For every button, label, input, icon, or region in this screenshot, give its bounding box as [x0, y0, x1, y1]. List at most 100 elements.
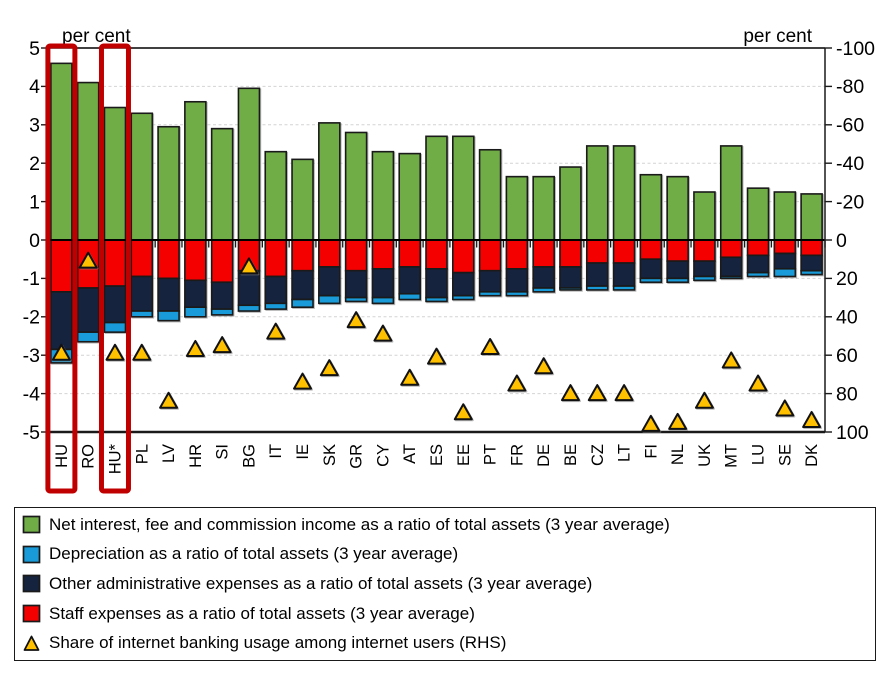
x-axis-label: LU [750, 444, 768, 465]
triangle-marker [802, 410, 822, 428]
bar-segment-other-admin-expenses [639, 258, 663, 280]
x-axis-label: SI [214, 444, 232, 460]
bar-segment-other-admin-expenses [773, 252, 797, 270]
bar-segment-staff-expenses [559, 239, 582, 268]
bar-segment-staff-expenses [398, 239, 422, 268]
bar-segment-depreciation [398, 292, 422, 301]
bar-segment-net-income [719, 145, 743, 241]
bar-segment-staff-expenses [344, 239, 368, 272]
bar-segment-other-admin-expenses [291, 269, 314, 301]
triangle-marker [105, 343, 125, 361]
bar-segment-net-income [693, 191, 716, 241]
right-axis-tick-label: 40 [836, 307, 858, 329]
x-axis-category-labels: HU RO HU* PL LV HR SI BG IT IE SK GR CY AT ES EE PT FR DE B… [53, 443, 821, 474]
triangle-marker [614, 384, 634, 402]
bar-segment-net-income [773, 191, 797, 241]
bar-segment-net-income [318, 122, 341, 241]
bar-segment-depreciation [264, 302, 288, 310]
bar-segment-other-admin-expenses [719, 256, 743, 278]
bar-segment-other-admin-expenses [371, 267, 395, 299]
legend-item-label: Staff expenses as a ratio of total asset… [49, 603, 475, 623]
bar-segment-net-income [291, 158, 314, 241]
left-axis-tick-label: -4 [23, 383, 40, 405]
bar-segment-net-income [612, 145, 636, 241]
triangle-marker [51, 343, 71, 361]
bar-segment-staff-expenses [451, 239, 475, 274]
bar-segment-staff-expenses [318, 239, 341, 268]
x-axis-label: LV [160, 444, 178, 463]
legend-item-label: Share of internet banking usage among in… [49, 633, 507, 653]
bar-segment-depreciation [639, 277, 663, 284]
triangle-marker [427, 347, 446, 365]
x-axis-label: BE [562, 444, 580, 466]
bar-segment-depreciation [800, 269, 823, 276]
bar-segment-net-income [344, 131, 368, 241]
right-axis-tick-label: -40 [836, 153, 864, 175]
bar-segment-other-admin-expenses [318, 266, 341, 297]
triangle-marker [748, 374, 768, 392]
bar-segment-other-admin-expenses [103, 285, 127, 324]
right-axis-tick-label: 0 [836, 230, 847, 252]
bar-segment-net-income [451, 135, 475, 241]
left-axis-tick-label: -2 [23, 307, 40, 329]
bar-segment-depreciation [291, 298, 314, 308]
x-axis-label: NL [669, 444, 687, 465]
bar-segment-depreciation [532, 287, 555, 293]
bar-segment-other-admin-expenses [130, 275, 154, 312]
right-axis-tick-label: -100 [836, 38, 875, 60]
triangle-marker [480, 338, 500, 356]
bar-segment-depreciation [612, 285, 636, 291]
triangle-marker [78, 251, 98, 269]
triangle-marker [293, 372, 313, 390]
x-axis-label: CY [374, 444, 392, 467]
bar-segment-staff-expenses [612, 239, 636, 264]
left-axis-title: per cent [62, 26, 131, 47]
x-axis-label: SE [776, 444, 794, 466]
bar-segment-staff-expenses [746, 239, 770, 257]
left-axis-tick-label: 4 [29, 76, 40, 98]
bar-segment-other-admin-expenses [76, 287, 100, 333]
bar-segment-staff-expenses [505, 239, 529, 270]
legend-item: Share of internet banking usage among in… [22, 629, 875, 658]
bar-segment-depreciation [451, 294, 475, 301]
bar-segment-depreciation [371, 296, 395, 305]
triangle-marker [641, 414, 661, 432]
x-axis-label: RO [80, 444, 98, 469]
bar-segment-net-income [746, 187, 770, 241]
bar-segment-net-income [210, 127, 234, 241]
legend-item-label: Depreciation as a ratio of total assets … [49, 544, 459, 564]
bar-segment-depreciation [559, 287, 582, 291]
bar-segment-depreciation [210, 308, 234, 316]
x-axis-label: GR [348, 444, 366, 469]
bar-segment-depreciation [344, 296, 368, 303]
x-axis-label: BG [240, 444, 258, 468]
bar-segment-staff-expenses [103, 239, 127, 287]
bar-segment-other-admin-expenses [800, 254, 823, 272]
highlight-boxes [45, 43, 131, 494]
triangle-marker [507, 374, 527, 392]
x-axis-label: AT [401, 444, 419, 464]
bar-segment-staff-expenses [371, 239, 395, 270]
left-axis-tick-label: -1 [23, 268, 40, 290]
highlight-box [45, 43, 78, 494]
x-axis-label: HU* [106, 443, 124, 474]
triangle-marker [319, 359, 339, 377]
triangle-marker [534, 357, 554, 375]
left-axis-tick-label: 2 [29, 153, 40, 175]
bar-segment-depreciation [103, 321, 127, 333]
bar-segment-staff-expenses [693, 239, 716, 262]
axis-lines [47, 47, 826, 434]
bar-segment-staff-expenses [264, 239, 288, 278]
x-axis-label: DE [535, 444, 553, 467]
bar-segment-staff-expenses [639, 239, 663, 261]
triangle-marker [560, 384, 580, 402]
bar-segment-net-income [800, 193, 823, 241]
legend-key-triangle-icon [23, 635, 40, 651]
bar-segment-staff-expenses [184, 239, 207, 282]
bar-segment-depreciation [773, 267, 797, 278]
triangle-marker [400, 368, 420, 386]
right-axis-tick-label: 60 [836, 345, 858, 367]
bar-segment-depreciation [76, 331, 100, 343]
left-axis-tick-label: -3 [23, 345, 40, 367]
left-axis-tick-label: -5 [23, 422, 40, 444]
